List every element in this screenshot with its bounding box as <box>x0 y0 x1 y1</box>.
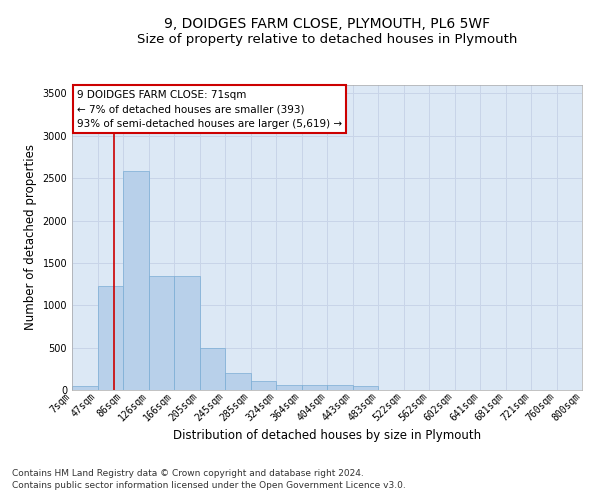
Bar <box>302 386 327 390</box>
Bar <box>149 276 174 390</box>
Bar <box>174 276 199 390</box>
Text: Contains public sector information licensed under the Open Government Licence v3: Contains public sector information licen… <box>12 481 406 490</box>
Bar <box>123 172 149 390</box>
Bar <box>199 348 225 390</box>
Text: 9, DOIDGES FARM CLOSE, PLYMOUTH, PL6 5WF: 9, DOIDGES FARM CLOSE, PLYMOUTH, PL6 5WF <box>164 18 490 32</box>
X-axis label: Distribution of detached houses by size in Plymouth: Distribution of detached houses by size … <box>173 429 481 442</box>
Bar <box>97 286 123 390</box>
Bar <box>72 386 97 390</box>
Bar <box>353 386 378 390</box>
Text: 9 DOIDGES FARM CLOSE: 71sqm
← 7% of detached houses are smaller (393)
93% of sem: 9 DOIDGES FARM CLOSE: 71sqm ← 7% of deta… <box>77 90 342 129</box>
Text: Contains HM Land Registry data © Crown copyright and database right 2024.: Contains HM Land Registry data © Crown c… <box>12 468 364 477</box>
Y-axis label: Number of detached properties: Number of detached properties <box>24 144 37 330</box>
Bar <box>251 380 276 390</box>
Bar <box>225 374 251 390</box>
Bar <box>276 386 302 390</box>
Bar <box>327 386 353 390</box>
Text: Size of property relative to detached houses in Plymouth: Size of property relative to detached ho… <box>137 32 517 46</box>
